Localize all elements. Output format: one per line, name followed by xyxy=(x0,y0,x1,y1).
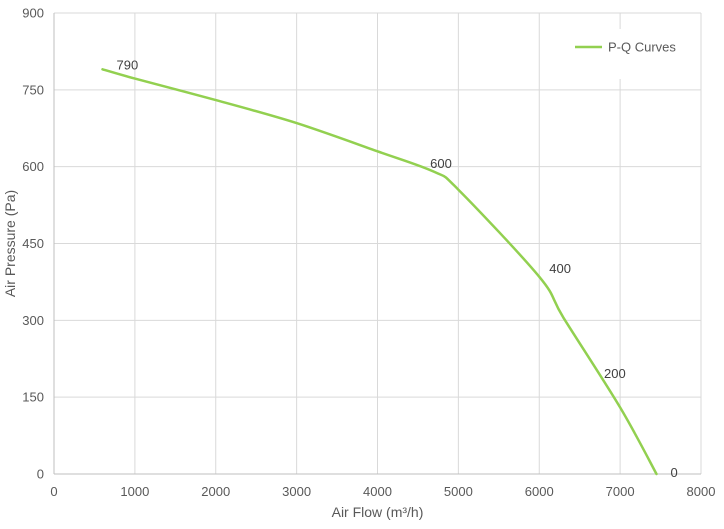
x-tick-label: 0 xyxy=(50,484,57,499)
x-tick-label: 6000 xyxy=(525,484,554,499)
data-label: 400 xyxy=(549,261,571,276)
x-tick-label: 2000 xyxy=(201,484,230,499)
legend: P-Q Curves xyxy=(557,29,697,79)
axes: 0 1000 2000 3000 4000 5000 6000 7000 80000150300… xyxy=(22,6,715,500)
data-label: 0 xyxy=(671,465,678,480)
y-tick-label: 0 xyxy=(37,467,44,482)
y-tick-label: 600 xyxy=(22,159,44,174)
y-tick-label: 450 xyxy=(22,236,44,251)
legend-label: P-Q Curves xyxy=(608,40,676,55)
x-tick-label: 5000 xyxy=(444,484,473,499)
x-axis-title: Air Flow (m³/h) xyxy=(332,504,424,520)
y-tick-label: 750 xyxy=(22,82,44,97)
series-line xyxy=(101,68,658,476)
gridlines xyxy=(53,12,702,475)
series-layer xyxy=(101,68,658,476)
x-tick-label: 4000 xyxy=(363,484,392,499)
data-label: 600 xyxy=(430,156,452,171)
data-label: 790 xyxy=(117,57,139,72)
x-tick-label: 7000 xyxy=(606,484,635,499)
x-tick-label: 1000 xyxy=(120,484,149,499)
x-tick-label: 8000 xyxy=(687,484,716,499)
y-tick-label: 150 xyxy=(22,390,44,405)
data-labels: 790 600 400 200 0 xyxy=(117,57,678,480)
y-tick-label: 900 xyxy=(22,6,44,21)
x-tick-label: 3000 xyxy=(282,484,311,499)
y-tick-label: 300 xyxy=(22,313,44,328)
y-axis-title: Air Pressure (Pa) xyxy=(2,190,18,297)
legend-box xyxy=(557,29,697,79)
data-label: 200 xyxy=(604,366,626,381)
